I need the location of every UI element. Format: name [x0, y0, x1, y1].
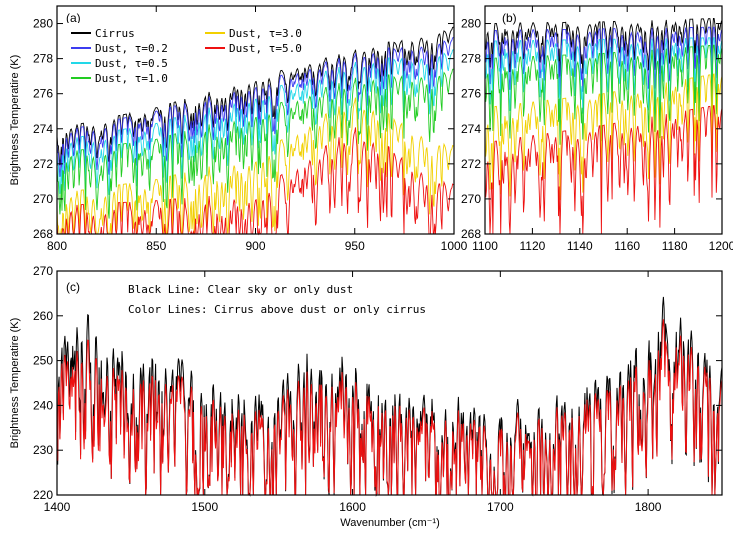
- x-tick-label-a-2: 900: [245, 239, 265, 253]
- x-tick-label-a-1: 850: [146, 239, 166, 253]
- panel-a-legend-background: [64, 23, 170, 39]
- panel-a-series-layer: [56, 26, 455, 236]
- panel-c-axes: 1400 1500 1600 1700 1800 220 230 240 250 260 270: [33, 264, 722, 514]
- panel-a-axes: 800 850 900 950 1000 268 270 272 274 276 278 280: [33, 6, 468, 253]
- y-tick-label-b-5: 278: [461, 52, 481, 66]
- panel-a-label: (a): [66, 11, 81, 25]
- series-line-b-3: [484, 44, 723, 145]
- legend-label-1: Dust, τ=0.2: [95, 42, 168, 55]
- x-tick-label-c-4: 1800: [635, 500, 662, 514]
- x-tick-label-b-0: 1100: [472, 239, 498, 253]
- series-line-a-1: [56, 37, 455, 177]
- y-tick-label-c-3: 250: [33, 354, 53, 368]
- y-tick-label-a-5: 278: [33, 52, 53, 66]
- y-tick-label-a-0: 268: [33, 227, 53, 241]
- y-tick-label-c-2: 240: [33, 398, 53, 412]
- panel-c-label: (c): [66, 280, 80, 294]
- panel-c: 1400 1500 1600 1700 1800 220 230 240 250 260 270 (…: [9, 264, 723, 529]
- x-tick-label-b-4: 1180: [662, 239, 688, 253]
- y-tick-label-c-4: 260: [33, 309, 53, 323]
- panel-b-series-layer: [484, 18, 723, 235]
- panel-c-annotation-color: Color Lines: Cirrus above dust or only c…: [128, 303, 426, 316]
- legend-label-5: Dust, τ=5.0: [229, 42, 302, 55]
- legend-label-3: Dust, τ=1.0: [95, 72, 168, 85]
- panel-c-series-layer: [56, 296, 723, 497]
- series-line-a-2: [56, 49, 455, 195]
- series-line-b-1: [484, 26, 723, 96]
- series-line-b-5: [484, 105, 723, 235]
- y-tick-label-b-6: 280: [461, 17, 481, 31]
- y-tick-label-b-1: 270: [461, 192, 481, 206]
- x-tick-label-a-0: 800: [47, 239, 67, 253]
- panel-a-y-axis-title: Brightness Temperatire (K): [9, 55, 21, 186]
- panel-c-annotation-black: Black Line: Clear sky or only dust: [128, 283, 353, 296]
- y-tick-label-a-1: 270: [33, 192, 53, 206]
- series-line-b-2: [484, 37, 723, 118]
- panel-c-y-axis-title: Brightness Temperatire (K): [9, 318, 21, 449]
- panel-b-label: (b): [502, 11, 517, 25]
- panel-b-axes: 1100 1120 1140 1160 1180 1200 268 270 272 274 276 2…: [461, 6, 733, 253]
- x-tick-label-c-1: 1500: [191, 500, 218, 514]
- y-tick-label-b-2: 272: [461, 157, 481, 171]
- series-line-a-3: [56, 68, 455, 219]
- panel-b-frame: [484, 5, 723, 235]
- x-tick-label-b-5: 1200: [709, 239, 733, 253]
- series-line-b-4: [484, 73, 723, 201]
- x-tick-label-c-3: 1700: [487, 500, 514, 514]
- x-tick-label-b-2: 1140: [567, 239, 593, 253]
- y-tick-label-c-1: 230: [33, 443, 53, 457]
- y-tick-label-b-3: 274: [461, 122, 481, 136]
- x-tick-label-a-3: 950: [345, 239, 365, 253]
- panel-c-frame: [56, 270, 723, 496]
- series-line-c-1: [56, 319, 723, 496]
- x-tick-label-c-0: 1400: [44, 500, 71, 514]
- y-tick-label-b-4: 276: [461, 87, 481, 101]
- x-tick-label-c-2: 1600: [339, 500, 366, 514]
- series-line-a-4: [56, 97, 455, 235]
- legend-label-4: Dust, τ=3.0: [229, 27, 302, 40]
- y-tick-label-a-4: 276: [33, 87, 53, 101]
- legend-label-2: Dust, τ=0.5: [95, 57, 168, 70]
- x-tick-label-a-4: 1000: [441, 239, 468, 253]
- series-line-a-5: [56, 127, 455, 236]
- panel-a-legend: Cirrus Dust, τ=0.2 Dust, τ=0.5 Dust, τ=1.0 D…: [64, 23, 302, 85]
- panel-b: 1100 1120 1140 1160 1180 1200 268 270 272 274 276 2…: [461, 5, 733, 253]
- x-tick-label-b-1: 1120: [519, 239, 545, 253]
- legend-label-0: Cirrus: [95, 27, 135, 40]
- y-tick-label-a-2: 272: [33, 157, 53, 171]
- x-tick-label-b-3: 1160: [614, 239, 640, 253]
- y-tick-label-c-5: 270: [33, 264, 53, 278]
- panel-c-x-axis-title: Wavenumber (cm⁻¹): [340, 517, 440, 529]
- y-tick-label-a-3: 274: [33, 122, 53, 136]
- series-line-a-0: [56, 26, 455, 166]
- panel-a: 800 850 900 950 1000 268 270 272 274 276 278 280 (a…: [9, 5, 468, 253]
- y-tick-label-c-0: 220: [33, 488, 53, 502]
- y-tick-label-a-6: 280: [33, 17, 53, 31]
- y-tick-label-b-0: 268: [461, 227, 481, 241]
